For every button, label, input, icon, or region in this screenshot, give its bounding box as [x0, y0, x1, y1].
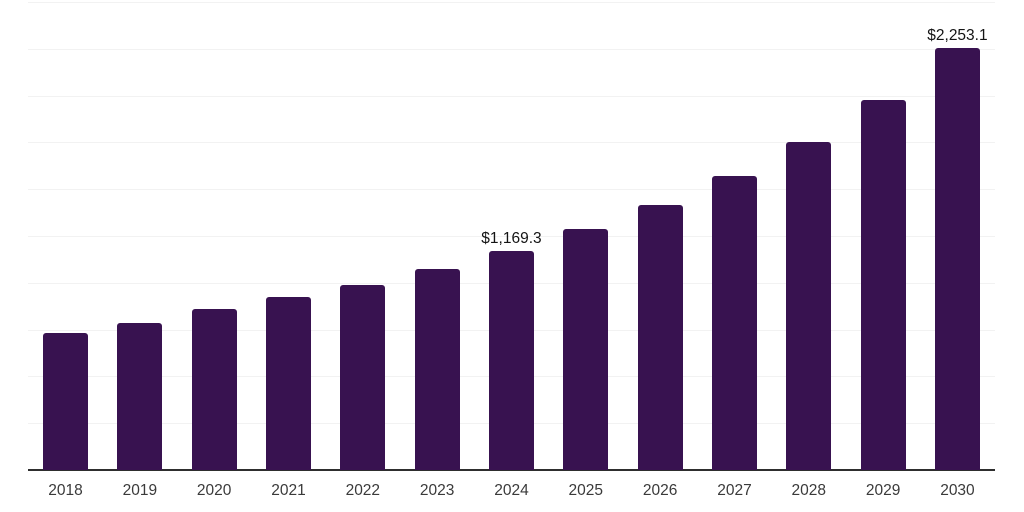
x-tick-label-2024: 2024: [494, 482, 529, 499]
bar-group-2027: 2027: [711, 2, 757, 498]
bar-2027: [711, 176, 757, 470]
data-label-2030: $2,253.1: [927, 26, 988, 44]
bar-group-2030: $2,253.1 2030: [927, 2, 987, 498]
bar-2026: [637, 204, 683, 470]
gridline: [28, 142, 995, 144]
x-tick-label-2023: 2023: [419, 482, 455, 499]
x-tick-label-2022: 2022: [345, 482, 381, 499]
bar-group-2025: 2025: [563, 2, 609, 498]
x-axis-line: [28, 469, 995, 471]
bar-2024: [488, 251, 534, 470]
gridline: [28, 2, 995, 3]
bar-2028: [786, 142, 832, 470]
x-tick-label-2025: 2025: [568, 482, 604, 499]
bar-group-2026: 2026: [637, 2, 683, 498]
data-label-2024: $1,169.3: [481, 229, 542, 247]
bar-2021: [265, 296, 311, 470]
bar-2020: [191, 309, 237, 470]
bar-group-2029: 2029: [860, 2, 906, 498]
bar-group-2023: 2023: [414, 2, 460, 498]
x-tick-label-2020: 2020: [196, 482, 232, 499]
bar-2018: [43, 332, 88, 470]
gridline: [28, 95, 995, 97]
bar-group-2020: 2020: [191, 2, 237, 498]
bar-group-2019: 2019: [117, 2, 163, 498]
bar-group-2021: 2021: [265, 2, 311, 498]
x-tick-label-2021: 2021: [271, 482, 306, 499]
bar-2019: [117, 322, 163, 470]
gridline: [28, 48, 995, 50]
bar-2023: [414, 269, 460, 470]
x-tick-label-2028: 2028: [791, 482, 827, 499]
x-tick-label-2018: 2018: [48, 482, 83, 499]
x-tick-label-2027: 2027: [717, 482, 752, 499]
gridline: [28, 236, 995, 237]
gridline: [28, 189, 995, 191]
plot-area: 2018 2019 2020 2021 2022 2023 $1,169.3 2024 2025…: [28, 2, 995, 498]
bar-group-2024: $1,169.3 2024: [481, 2, 541, 498]
x-tick-label-2026: 2026: [642, 482, 678, 499]
bar-2029: [860, 99, 906, 470]
bar-2030: [934, 48, 980, 470]
bar-2025: [563, 229, 609, 470]
bar-series: 2018 2019 2020 2021 2022 2023 $1,169.3 2024 2025…: [28, 2, 995, 498]
bar-group-2022: 2022: [340, 2, 386, 498]
x-tick-label-2030: 2030: [940, 482, 975, 499]
bar-2022: [340, 285, 386, 470]
bar-group-2018: 2018: [43, 2, 88, 498]
x-tick-label-2029: 2029: [865, 482, 901, 499]
x-tick-label-2019: 2019: [122, 482, 158, 499]
bar-group-2028: 2028: [786, 2, 832, 498]
